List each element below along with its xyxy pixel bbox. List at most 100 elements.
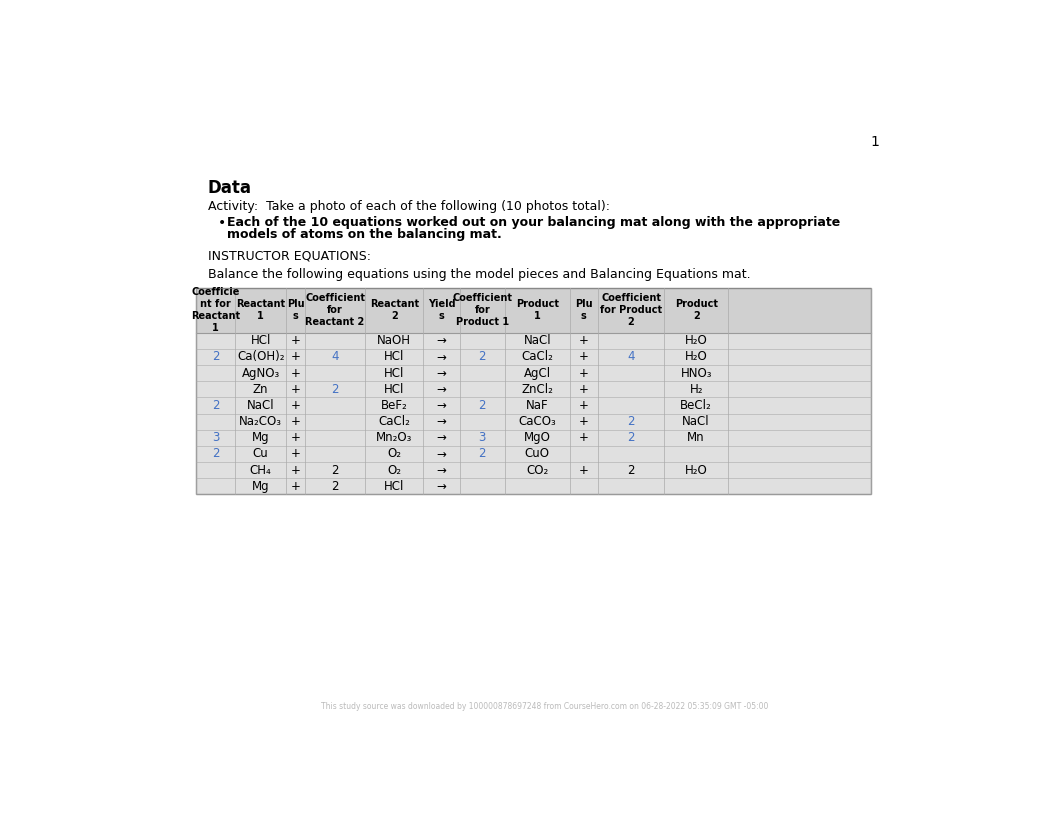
Text: Plu
s: Plu s [287,299,305,321]
Text: Coefficient
for Product
2: Coefficient for Product 2 [600,293,662,327]
Text: Yield
s: Yield s [428,299,456,321]
Text: Each of the 10 equations worked out on your balancing mat along with the appropr: Each of the 10 equations worked out on y… [227,216,840,229]
Text: Zn: Zn [253,383,269,396]
Text: →: → [436,399,446,412]
Text: Mg: Mg [252,480,270,493]
Text: ZnCl₂: ZnCl₂ [521,383,553,396]
Text: 2: 2 [212,399,220,412]
Text: 2: 2 [331,383,339,396]
Text: 2: 2 [628,464,635,477]
Text: NaCl: NaCl [246,399,274,412]
Text: +: + [291,350,301,363]
Text: AgNO₃: AgNO₃ [241,367,279,380]
Text: 3: 3 [212,432,220,445]
Text: HCl: HCl [384,367,405,380]
Bar [196,288,871,333]
Text: INSTRUCTOR EQUATIONS:: INSTRUCTOR EQUATIONS: [208,250,371,263]
Text: Balance the following equations using the model pieces and Balancing Equations m: Balance the following equations using th… [208,268,751,280]
Bar [196,288,871,494]
Text: Mn: Mn [687,432,705,445]
Text: +: + [579,464,588,477]
Text: Product
2: Product 2 [674,299,718,321]
Text: +: + [291,464,301,477]
Text: HCl: HCl [251,335,271,348]
Text: 2: 2 [331,464,339,477]
Text: CaCl₂: CaCl₂ [378,415,410,428]
Text: NaCl: NaCl [683,415,710,428]
Text: +: + [291,480,301,493]
Text: +: + [579,367,588,380]
Text: Coefficie
nt for
Reactant
1: Coefficie nt for Reactant 1 [191,288,240,334]
Text: H₂: H₂ [689,383,703,396]
Text: HCl: HCl [384,383,405,396]
Text: +: + [291,447,301,460]
Text: models of atoms on the balancing mat.: models of atoms on the balancing mat. [227,229,502,242]
Text: NaOH: NaOH [377,335,411,348]
Text: 2: 2 [331,480,339,493]
Text: NaF: NaF [526,399,549,412]
Text: →: → [436,383,446,396]
Text: BeF₂: BeF₂ [381,399,408,412]
Text: Data: Data [208,179,252,197]
Text: Reactant
2: Reactant 2 [370,299,418,321]
Text: •: • [218,215,226,229]
Text: +: + [579,383,588,396]
Text: Activity:  Take a photo of each of the following (10 photos total):: Activity: Take a photo of each of the fo… [208,200,610,213]
Text: CaCl₂: CaCl₂ [521,350,553,363]
Text: 4: 4 [331,350,339,363]
Text: NaCl: NaCl [524,335,551,348]
Text: Na₂CO₃: Na₂CO₃ [239,415,282,428]
Text: MgO: MgO [524,432,551,445]
Text: HNO₃: HNO₃ [681,367,712,380]
Text: 2: 2 [479,350,486,363]
Text: Mn₂O₃: Mn₂O₃ [376,432,412,445]
Text: +: + [291,399,301,412]
Text: 2: 2 [479,399,486,412]
Text: H₂O: H₂O [685,464,707,477]
Text: Coefficient
for
Reactant 2: Coefficient for Reactant 2 [305,293,365,327]
Text: →: → [436,350,446,363]
Text: →: → [436,480,446,493]
Text: →: → [436,335,446,348]
Text: AgCl: AgCl [524,367,551,380]
Text: →: → [436,464,446,477]
Text: O₂: O₂ [388,464,401,477]
Text: Plu
s: Plu s [575,299,593,321]
Text: +: + [579,350,588,363]
Text: +: + [579,432,588,445]
Text: 2: 2 [212,447,220,460]
Text: 2: 2 [212,350,220,363]
Text: Mg: Mg [252,432,270,445]
Text: H₂O: H₂O [685,350,707,363]
Text: Ca(OH)₂: Ca(OH)₂ [237,350,285,363]
Text: CO₂: CO₂ [526,464,548,477]
Text: 4: 4 [628,350,635,363]
Text: BeCl₂: BeCl₂ [681,399,712,412]
Text: →: → [436,432,446,445]
Text: →: → [436,367,446,380]
Text: 1: 1 [871,135,879,149]
Text: HCl: HCl [384,350,405,363]
Text: HCl: HCl [384,480,405,493]
Text: H₂O: H₂O [685,335,707,348]
Text: Product
1: Product 1 [516,299,559,321]
Bar [196,288,871,494]
Text: +: + [579,335,588,348]
Text: 2: 2 [628,415,635,428]
Text: +: + [291,415,301,428]
Text: 3: 3 [479,432,486,445]
Text: +: + [579,399,588,412]
Text: CaCO₃: CaCO₃ [518,415,556,428]
Text: CH₄: CH₄ [250,464,272,477]
Text: 2: 2 [479,447,486,460]
Text: O₂: O₂ [388,447,401,460]
Text: CuO: CuO [525,447,550,460]
Text: Cu: Cu [253,447,269,460]
Text: +: + [291,383,301,396]
Text: +: + [579,415,588,428]
Text: +: + [291,432,301,445]
Text: +: + [291,367,301,380]
Text: This study source was downloaded by 100000878697248 from CourseHero.com on 06-28: This study source was downloaded by 1000… [321,703,768,711]
Text: +: + [291,335,301,348]
Text: →: → [436,447,446,460]
